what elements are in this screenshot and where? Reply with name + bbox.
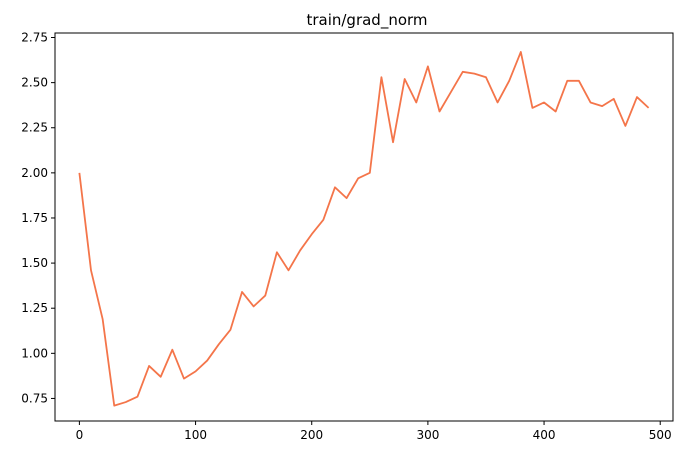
x-tick-label: 0 [76, 428, 84, 442]
y-tick-label: 0.75 [21, 391, 48, 405]
y-tick-label: 1.50 [21, 256, 48, 270]
chart-title: train/grad_norm [306, 11, 427, 30]
y-tick-label: 2.25 [21, 121, 48, 135]
x-tick-label: 500 [649, 428, 672, 442]
x-tick-label: 100 [184, 428, 207, 442]
plot-frame [54, 32, 674, 422]
x-tick-label: 200 [300, 428, 323, 442]
y-tick-label: 2.50 [21, 76, 48, 90]
x-tick-label: 300 [416, 428, 439, 442]
y-tick-label: 2.75 [21, 31, 48, 45]
y-tick-label: 1.25 [21, 301, 48, 315]
y-tick-label: 1.00 [21, 346, 48, 360]
series-line [78, 51, 650, 407]
x-tick-label: 400 [533, 428, 556, 442]
y-tick-label: 2.00 [21, 166, 48, 180]
y-tick-label: 1.75 [21, 211, 48, 225]
